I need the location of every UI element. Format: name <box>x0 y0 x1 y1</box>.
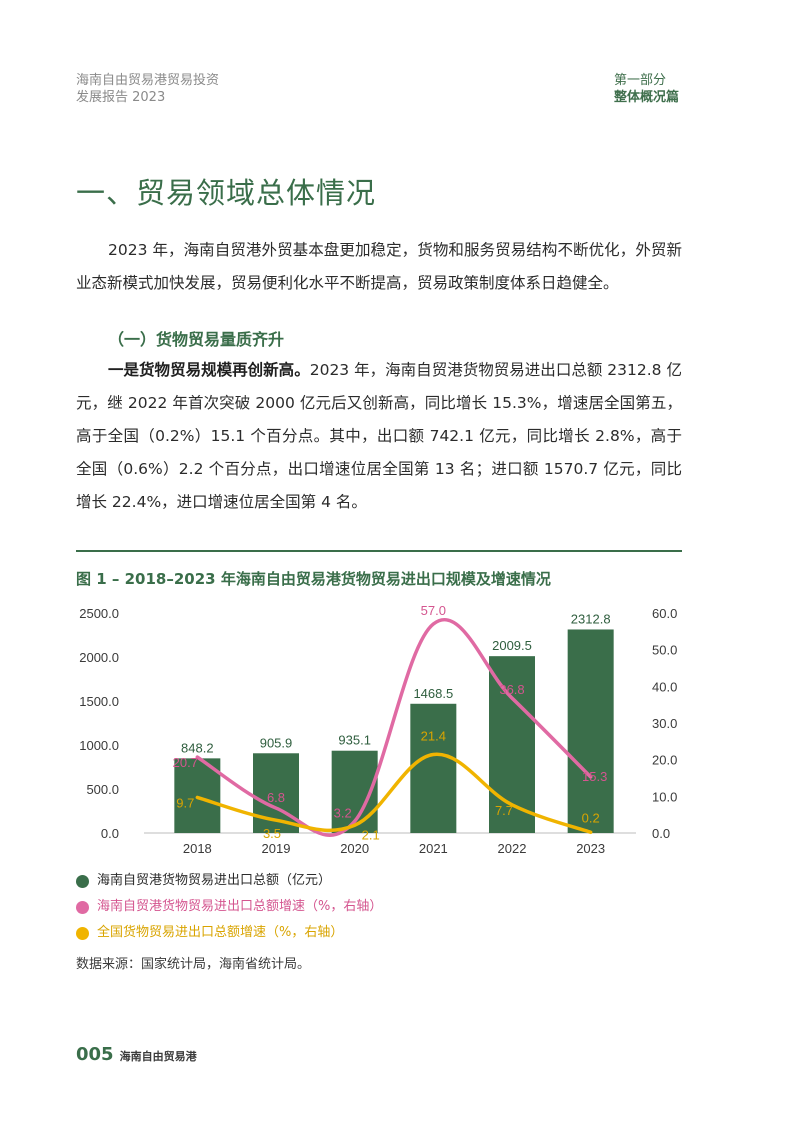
header-publication: 海南自由贸易港贸易投资 发展报告 2023 <box>76 72 219 106</box>
left-axis-tick-label: 2000.0 <box>79 650 119 665</box>
body-paragraph: 一是货物贸易规模再创新高。2023 年，海南自贸港货物贸易进出口总额 2312.… <box>76 354 682 519</box>
x-axis-category-label: 2021 <box>419 841 448 856</box>
header-part-title: 整体概况篇 <box>614 90 680 105</box>
national-growth-label: 2.1 <box>362 827 380 842</box>
legend-dot-total <box>76 874 89 888</box>
bar-data-label: 905.9 <box>260 735 293 750</box>
header-publication-title: 海南自由贸易港贸易投资 <box>76 73 220 88</box>
bar-data-label: 1468.5 <box>413 686 453 701</box>
paragraph-lead: 一是货物贸易规模再创新高。 <box>108 361 310 379</box>
header-section: 第一部分 整体概况篇 <box>614 72 679 106</box>
left-axis-tick-label: 2500.0 <box>79 606 119 621</box>
right-axis-tick-label: 10.0 <box>652 789 677 804</box>
national-growth-label: 7.7 <box>495 803 513 818</box>
header-publication-subtitle: 发展报告 2023 <box>76 90 166 105</box>
x-axis-category-label: 2023 <box>576 841 605 856</box>
national-growth-label: 9.7 <box>176 795 194 810</box>
legend-dot-national-growth <box>76 926 89 940</box>
x-axis-category-label: 2018 <box>183 841 212 856</box>
bar-data-label: 935.1 <box>338 733 371 748</box>
left-axis-tick-label: 500.0 <box>86 782 119 797</box>
left-axis-tick-label: 1500.0 <box>79 694 119 709</box>
paragraph-body: 2023 年，海南自贸港货物贸易进出口总额 2312.8 亿元，继 2022 年… <box>76 361 682 511</box>
right-axis-tick-label: 20.0 <box>652 753 677 768</box>
figure-title: 图 1 – 2018–2023 年海南自由贸易港货物贸易进出口规模及增速情况 <box>76 570 551 588</box>
bar <box>410 703 457 833</box>
right-axis-tick-label: 0.0 <box>652 826 670 841</box>
legend-label-national-growth: 全国货物贸易进出口总额增速（%，右轴） <box>97 925 344 940</box>
section-title: 一、贸易领域总体情况 <box>76 176 377 210</box>
bar-data-label: 848.2 <box>181 740 214 755</box>
right-axis-tick-label: 60.0 <box>652 606 677 621</box>
footer-publication: 海南自由贸易港 <box>119 1050 197 1063</box>
legend-label-total: 海南自贸港货物贸易进出口总额（亿元） <box>97 873 332 888</box>
legend-item-hainan-growth: 海南自贸港货物贸易进出口总额增速（%，右轴） <box>76 894 382 920</box>
hainan-growth-label: 15.3 <box>582 769 607 784</box>
right-axis-tick-label: 50.0 <box>652 643 677 658</box>
intro-paragraph: 2023 年，海南自贸港外贸基本盘更加稳定，货物和服务贸易结构不断优化，外贸新业… <box>76 241 682 292</box>
divider-rule <box>76 550 682 552</box>
chart-svg: 0.0 500.0 1000.0 1500.0 2000.0 2500.0 0.0 10.0 2… <box>79 603 677 856</box>
bar-data-label: 2312.8 <box>571 611 611 626</box>
subsection-title: （一）货物贸易量质齐升 <box>108 330 285 349</box>
x-axis-category-label: 2022 <box>498 841 527 856</box>
bar-data-label: 2009.5 <box>492 638 532 653</box>
x-axis-category-label: 2019 <box>262 841 291 856</box>
right-axis-tick-label: 40.0 <box>652 679 677 694</box>
national-growth-line <box>195 752 593 835</box>
header-part-label: 第一部分 <box>614 73 667 88</box>
x-axis-category-label: 2020 <box>340 841 369 856</box>
chart-legend: 海南自贸港货物贸易进出口总额（亿元） 海南自贸港货物贸易进出口总额增速（%，右轴… <box>76 868 382 946</box>
legend-label-hainan-growth: 海南自贸港货物贸易进出口总额增速（%，右轴） <box>97 899 383 914</box>
hainan-growth-label: 6.8 <box>267 790 285 805</box>
legend-item-total: 海南自贸港货物贸易进出口总额（亿元） <box>76 868 382 894</box>
national-growth-label: 0.2 <box>582 810 600 825</box>
national-growth-label: 21.4 <box>421 729 446 744</box>
legend-item-national-growth: 全国货物贸易进出口总额增速（%，右轴） <box>76 920 382 946</box>
hainan-growth-label: 57.0 <box>421 603 446 618</box>
legend-dot-hainan-growth <box>76 900 89 914</box>
national-growth-label: 3.5 <box>263 826 281 841</box>
bar <box>567 629 614 833</box>
hainan-growth-label: 36.8 <box>499 682 524 697</box>
page-footer: 005 海南自由贸易港 <box>76 1044 197 1065</box>
right-axis-tick-label: 30.0 <box>652 716 677 731</box>
source-note: 数据来源：国家统计局，海南省统计局。 <box>76 957 311 972</box>
hainan-growth-label: 20.7 <box>173 755 198 770</box>
hainan-growth-label: 3.2 <box>334 805 352 820</box>
hainan-growth-line <box>195 617 593 837</box>
bar <box>174 758 221 833</box>
left-axis-tick-label: 0.0 <box>101 826 119 841</box>
page-number: 005 <box>76 1044 114 1065</box>
left-axis-tick-label: 1000.0 <box>79 738 119 753</box>
